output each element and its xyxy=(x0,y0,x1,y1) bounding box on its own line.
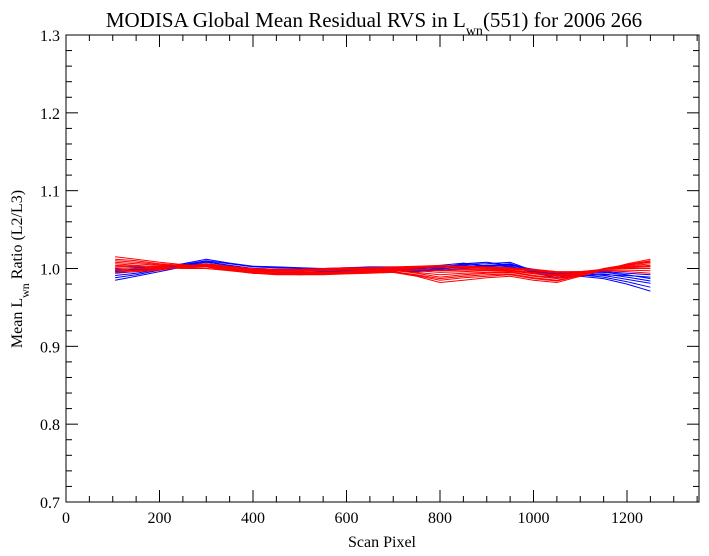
x-tick-label: 0 xyxy=(62,510,70,527)
x-tick-label: 800 xyxy=(428,510,452,527)
y-tick-label: 0.7 xyxy=(40,495,60,512)
y-tick-label: 0.8 xyxy=(40,417,60,434)
y-tick-label: 0.9 xyxy=(40,339,60,356)
x-axis-label: Scan Pixel xyxy=(348,534,417,551)
y-tick-label: 1.2 xyxy=(40,106,60,123)
series-line-16 xyxy=(115,264,651,277)
y-tick-label: 1.1 xyxy=(40,184,60,201)
x-tick-label: 1000 xyxy=(518,510,550,527)
x-tick-label: 400 xyxy=(241,510,265,527)
y-axis: 0.7 0.8 0.9 1.0 1.1 1.2 1.3 xyxy=(40,28,699,512)
y-axis-label: Mean Lwn Ratio (L2/L3) xyxy=(9,190,32,348)
x-axis: 0 200 400 600 800 1000 1200 xyxy=(62,35,698,527)
y-tick-label: 1.3 xyxy=(40,28,60,45)
series-line-17 xyxy=(115,258,651,282)
x-tick-label: 200 xyxy=(148,510,172,527)
x-tick-label: 1200 xyxy=(611,510,643,527)
series-line-18 xyxy=(115,263,651,274)
y-tick-label: 1.0 xyxy=(40,262,60,279)
chart-title: MODISA Global Mean Residual RVS in Lwn(5… xyxy=(106,8,642,39)
series-layer xyxy=(115,256,651,292)
x-tick-label: 600 xyxy=(335,510,359,527)
